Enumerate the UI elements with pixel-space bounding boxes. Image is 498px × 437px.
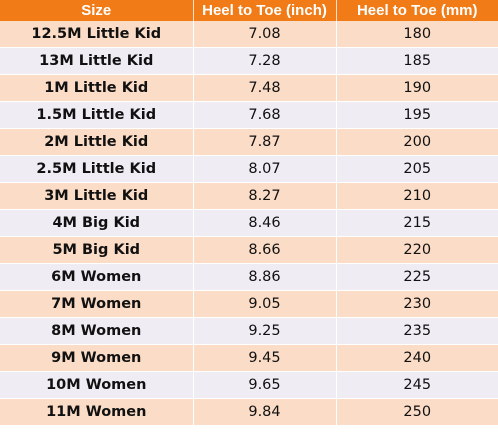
mm-cell: 250 [336, 398, 498, 426]
inch-cell: 7.48 [193, 74, 337, 102]
table-body: 12.5M Little Kid 7.08 180 13M Little Kid 7.2… [0, 21, 498, 426]
size-cell: 10M Women [0, 371, 194, 399]
header-size: Size [0, 0, 194, 21]
table-row: 10M Women 9.65 245 [0, 371, 498, 399]
table-row: 13M Little Kid 7.28 185 [0, 47, 498, 75]
inch-cell: 8.66 [193, 236, 337, 264]
table-row: 1.5M Little Kid 7.68 195 [0, 101, 498, 129]
size-cell: 11M Women [0, 398, 194, 426]
size-cell: 1M Little Kid [0, 74, 194, 102]
inch-cell: 7.87 [193, 128, 337, 156]
table-row: 11M Women 9.84 250 [0, 398, 498, 426]
mm-cell: 185 [336, 47, 498, 75]
table-row: 2.5M Little Kid 8.07 205 [0, 155, 498, 183]
size-cell: 4M Big Kid [0, 209, 194, 237]
size-cell: 8M Women [0, 317, 194, 345]
table-row: 9M Women 9.45 240 [0, 344, 498, 372]
header-heel-to-toe-mm: Heel to Toe (mm) [336, 0, 498, 21]
table-row: 1M Little Kid 7.48 190 [0, 74, 498, 102]
table-row: 5M Big Kid 8.66 220 [0, 236, 498, 264]
size-cell: 13M Little Kid [0, 47, 194, 75]
mm-cell: 230 [336, 290, 498, 318]
inch-cell: 9.84 [193, 398, 337, 426]
inch-cell: 8.07 [193, 155, 337, 183]
size-cell: 2.5M Little Kid [0, 155, 194, 183]
inch-cell: 9.05 [193, 290, 337, 318]
mm-cell: 205 [336, 155, 498, 183]
mm-cell: 225 [336, 263, 498, 291]
inch-cell: 7.68 [193, 101, 337, 129]
table-row: 7M Women 9.05 230 [0, 290, 498, 318]
mm-cell: 245 [336, 371, 498, 399]
mm-cell: 235 [336, 317, 498, 345]
inch-cell: 8.46 [193, 209, 337, 237]
table-row: 4M Big Kid 8.46 215 [0, 209, 498, 237]
table-header: Size Heel to Toe (inch) Heel to Toe (mm) [0, 0, 498, 21]
header-row: Size Heel to Toe (inch) Heel to Toe (mm) [0, 0, 498, 21]
size-cell: 6M Women [0, 263, 194, 291]
header-heel-to-toe-inch: Heel to Toe (inch) [193, 0, 337, 21]
mm-cell: 215 [336, 209, 498, 237]
table-row: 3M Little Kid 8.27 210 [0, 182, 498, 210]
table-row: 6M Women 8.86 225 [0, 263, 498, 291]
inch-cell: 7.08 [193, 21, 337, 48]
inch-cell: 9.25 [193, 317, 337, 345]
mm-cell: 180 [336, 21, 498, 48]
inch-cell: 8.86 [193, 263, 337, 291]
mm-cell: 195 [336, 101, 498, 129]
size-cell: 3M Little Kid [0, 182, 194, 210]
mm-cell: 240 [336, 344, 498, 372]
size-cell: 5M Big Kid [0, 236, 194, 264]
size-cell: 2M Little Kid [0, 128, 194, 156]
size-chart-table: Size Heel to Toe (inch) Heel to Toe (mm)… [0, 0, 498, 426]
table-row: 2M Little Kid 7.87 200 [0, 128, 498, 156]
mm-cell: 220 [336, 236, 498, 264]
size-cell: 7M Women [0, 290, 194, 318]
size-cell: 12.5M Little Kid [0, 21, 194, 48]
mm-cell: 210 [336, 182, 498, 210]
table-row: 8M Women 9.25 235 [0, 317, 498, 345]
inch-cell: 9.65 [193, 371, 337, 399]
mm-cell: 200 [336, 128, 498, 156]
mm-cell: 190 [336, 74, 498, 102]
table-row: 12.5M Little Kid 7.08 180 [0, 21, 498, 48]
size-cell: 9M Women [0, 344, 194, 372]
inch-cell: 9.45 [193, 344, 337, 372]
size-cell: 1.5M Little Kid [0, 101, 194, 129]
inch-cell: 7.28 [193, 47, 337, 75]
inch-cell: 8.27 [193, 182, 337, 210]
